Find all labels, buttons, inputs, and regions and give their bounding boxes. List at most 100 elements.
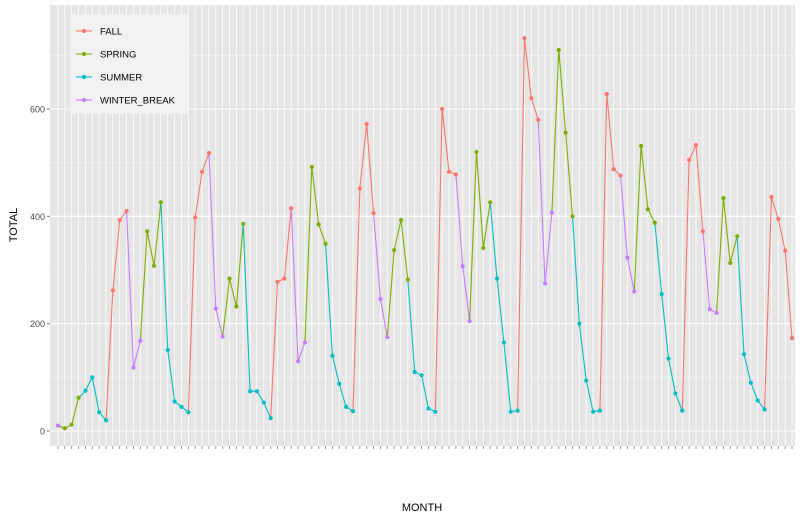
data-point [323,241,328,246]
y-axis: 0 200 400 600 [30,105,50,437]
series-segment [606,93,615,170]
data-point [446,169,452,174]
data-point [247,389,253,394]
data-point [762,407,767,412]
y-tick-label: 400 [30,212,45,222]
data-point [398,217,404,223]
series-segment [242,223,251,392]
series-segment [688,144,697,161]
data-point [789,336,795,341]
series-segment [695,144,704,232]
series-segment [770,196,779,220]
data-point [426,406,431,411]
series-segment [290,208,299,362]
series-segment [784,250,793,339]
data-point [556,47,561,53]
series-segment [551,49,560,213]
data-point [124,208,129,214]
data-point [405,277,410,282]
data-point [645,207,651,212]
series-segment [633,146,642,292]
series-segment [475,151,484,249]
data-point [618,173,623,178]
x-axis [57,446,793,449]
data-point [158,200,163,205]
data-point [508,409,513,414]
data-point [639,143,644,149]
series-segment [105,290,114,421]
data-point [220,334,225,339]
series-segment [386,250,395,338]
series-segment [235,223,244,307]
data-point [700,229,705,234]
data-point [590,409,596,414]
series-segment [578,323,587,381]
data-point [151,263,157,268]
series-segment [112,220,121,291]
data-point [412,369,417,375]
series-segment [681,159,690,411]
y-tick-label: 600 [30,105,45,115]
series-segment [640,145,649,210]
data-point [453,172,458,177]
y-tick-label: 200 [30,319,45,329]
data-point [611,167,616,172]
data-point [172,399,177,404]
data-point [165,347,170,353]
data-point [289,206,294,211]
data-point [206,150,212,156]
series-segment [722,198,731,264]
data-point [652,220,657,225]
series-segment [496,278,505,343]
series-segment [366,123,375,214]
series-segment [132,340,141,368]
series-segment [167,349,176,402]
data-point [481,245,486,251]
series-segment [674,393,683,411]
legend-label: FALL [100,27,122,38]
series-segment [619,175,628,258]
series-segment [201,152,210,172]
series-segment [373,213,381,300]
series-segment [215,308,224,337]
data-point [501,340,506,345]
series-segment [462,266,471,322]
series-segment [379,298,388,338]
data-point [659,292,664,297]
data-point [213,306,218,311]
series-segment [530,98,539,120]
data-point [186,410,191,415]
series-segment [654,222,663,295]
data-point [597,408,603,413]
series-segment [702,231,711,310]
data-point [783,248,788,253]
data-point [666,356,671,361]
data-point [632,289,637,294]
series-segment [393,219,402,251]
legend-label: SPRING [100,50,136,61]
data-point [741,352,747,357]
series-segment [599,93,608,411]
x-axis-label: MONTH [402,502,442,514]
series-segment [764,196,772,410]
data-point [344,404,349,409]
series-segment [283,208,292,279]
data-point [268,416,273,421]
data-point [227,276,232,281]
series-segment [544,212,553,284]
data-point [542,281,548,286]
data-point [385,334,390,340]
data-point [241,221,246,226]
series-segment [297,342,306,362]
series-segment [407,279,416,373]
series-segment [359,123,368,189]
series-segment [71,397,80,425]
data-point [769,194,774,200]
series-segment [558,49,567,133]
data-point [625,255,630,260]
legend-key-point [81,74,87,80]
data-point [371,211,376,216]
data-point [522,36,527,41]
data-point [467,318,472,324]
data-point [275,279,280,284]
